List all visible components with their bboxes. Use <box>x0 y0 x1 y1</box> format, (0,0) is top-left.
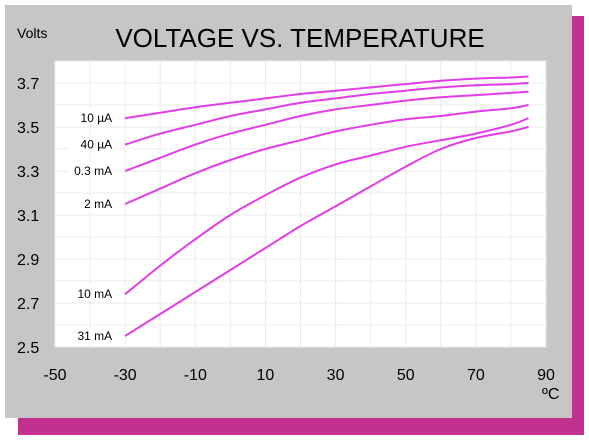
series-line <box>124 126 529 337</box>
series-line <box>124 90 529 172</box>
x-tick-label: 90 <box>537 367 555 384</box>
series-label-bg <box>68 135 115 152</box>
series-line <box>124 104 529 205</box>
series-label-bg <box>68 327 115 343</box>
x-tick-label: -50 <box>43 367 66 384</box>
x-tick-label: 10 <box>257 367 275 384</box>
y-tick-label: 2.5 <box>17 340 39 357</box>
x-axis-unit: ºC <box>542 386 559 403</box>
series-label-bg <box>68 195 115 211</box>
x-tick-label: 70 <box>467 367 485 384</box>
y-tick-labels: 2.5 2.7 2.9 3.1 3.3 3.5 3.7 <box>17 76 39 357</box>
x-tick-label: -30 <box>114 367 137 384</box>
x-tick-labels: -50 -30 -10 10 30 50 70 90 <box>43 367 555 384</box>
series-label-bg <box>68 285 115 302</box>
series-label-bg <box>68 162 115 178</box>
grid-lines <box>54 60 547 348</box>
series-label: 2 mA <box>84 197 112 211</box>
y-tick-label: 3.7 <box>17 76 39 93</box>
series-line <box>124 75 529 120</box>
y-tick-label: 3.1 <box>17 208 39 225</box>
y-tick-label: 3.3 <box>17 164 39 181</box>
y-tick-label: 2.7 <box>17 296 39 313</box>
series-line <box>124 117 529 295</box>
series-label: 10 mA <box>77 287 112 301</box>
x-tick-label: 30 <box>327 367 345 384</box>
series-label-bg <box>68 109 115 126</box>
series-label: 40 µA <box>81 138 113 152</box>
series-labels: 10 µA 40 µA 0.3 mA 2 mA 10 mA 31 mA <box>68 109 115 343</box>
series-label: 0.3 mA <box>74 164 112 178</box>
series-line <box>124 82 529 146</box>
x-tick-label: -10 <box>184 367 207 384</box>
series-label: 10 µA <box>81 111 113 125</box>
x-tick-label: 50 <box>397 367 415 384</box>
series-lines <box>124 75 529 337</box>
chart-title: VOLTAGE VS. TEMPERATURE <box>115 23 484 53</box>
y-tick-label: 3.5 <box>17 120 39 137</box>
y-tick-label: 2.9 <box>17 252 39 269</box>
series-label: 31 mA <box>77 329 112 343</box>
y-axis-label: Volts <box>17 25 47 41</box>
